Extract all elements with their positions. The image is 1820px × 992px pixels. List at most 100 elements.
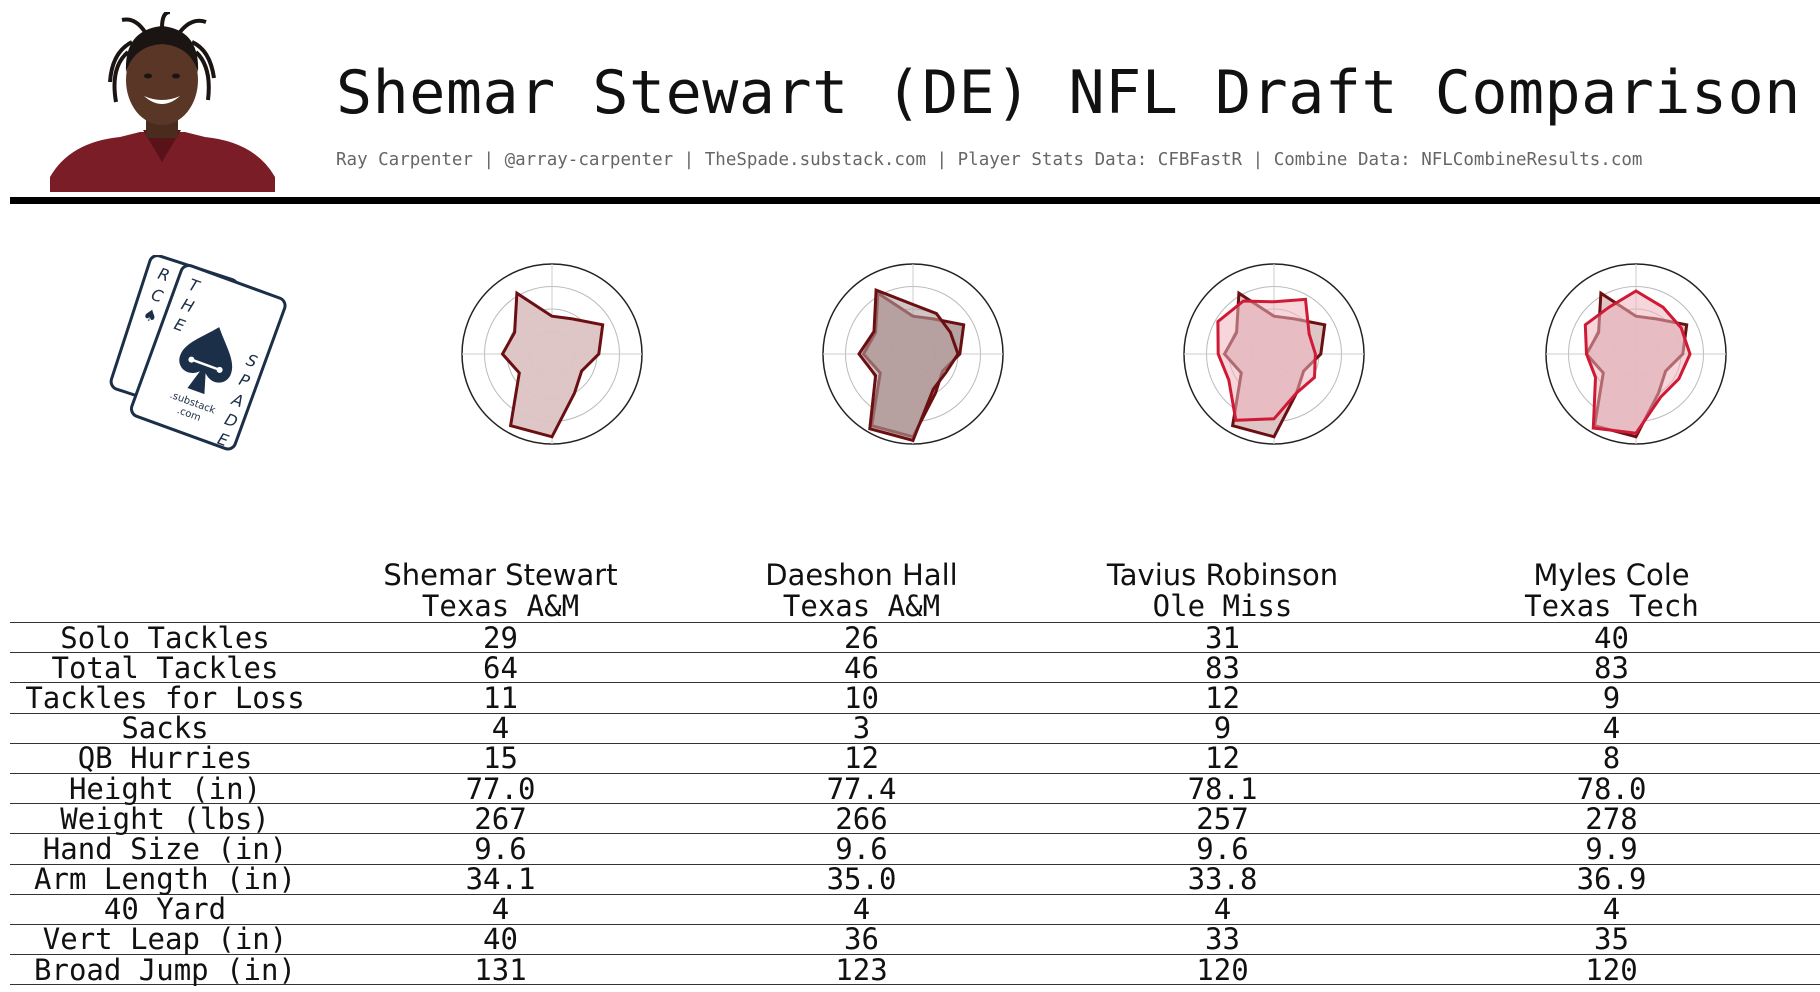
player-name: Daeshon Hall	[765, 558, 958, 592]
player-school: Texas Tech	[1524, 589, 1699, 623]
table-row: Sacks 4 3 9 4	[10, 711, 1820, 746]
stat-value: 4	[491, 892, 510, 927]
stat-value: 34.1	[465, 862, 536, 897]
stat-value: 10	[844, 680, 879, 715]
stat-value: 257	[1196, 801, 1249, 836]
radar-chart-hall	[818, 259, 1008, 449]
radar-chart-stewart	[457, 259, 647, 449]
the-spade-logo: R C ♠ T H E S P A D E .substack .com	[108, 254, 308, 455]
stat-value: 120	[1196, 952, 1249, 987]
stat-label: Hand Size (in)	[42, 831, 288, 866]
stat-value: 33.8	[1187, 862, 1258, 897]
stat-value: 64	[483, 650, 518, 685]
stat-label: Arm Length (in)	[34, 862, 296, 897]
stat-value: 15	[483, 741, 518, 776]
stat-label: QB Hurries	[77, 741, 253, 776]
stat-value: 77.0	[465, 771, 536, 806]
table-row: Total Tackles 64 46 83 83	[10, 653, 1820, 683]
comparison-table: Shemar Stewart Texas A&M Daeshon Hall Texa…	[10, 560, 1820, 985]
stat-value: 77.4	[826, 771, 897, 806]
stat-value: 36.9	[1576, 862, 1647, 897]
player-name: Myles Cole	[1533, 558, 1690, 592]
table-row: Tackles for Loss 11 10 12 9	[10, 680, 1820, 715]
stat-value: 9.9	[1585, 831, 1638, 866]
stat-value: 4	[1602, 892, 1621, 927]
stat-value: 11	[483, 680, 518, 715]
stat-value: 267	[474, 801, 527, 836]
table-row: Height (in) 77.0 77.4 78.1 78.0	[10, 771, 1820, 806]
stat-value: 4	[852, 892, 871, 927]
radar-series-comparison	[857, 287, 960, 443]
page-title: Shemar Stewart (DE) NFL Draft Comparison	[336, 58, 1801, 128]
corner-cell	[10, 560, 320, 623]
table-row: Hand Size (in) 9.6 9.6 9.6 9.9	[10, 834, 1820, 864]
table-row: Vert Leap (in) 40 36 33 35	[10, 922, 1820, 957]
stat-label: Solo Tackles	[60, 620, 270, 655]
table-row: Weight (lbs) 267 266 257 278	[10, 804, 1820, 834]
page-subtitle: Ray Carpenter | @array-carpenter | TheSp…	[336, 150, 1643, 170]
stat-value: 123	[835, 952, 888, 987]
stat-value: 36	[844, 922, 879, 957]
stat-value: 26	[844, 620, 879, 655]
stat-label: Weight (lbs)	[60, 801, 270, 836]
stat-value: 33	[1205, 922, 1240, 957]
stat-value: 40	[1594, 620, 1629, 655]
stat-value: 9	[1213, 711, 1232, 746]
stat-label: Broad Jump (in)	[34, 952, 296, 987]
stat-value: 8	[1602, 741, 1621, 776]
radar-chart-robinson	[1179, 259, 1369, 449]
stat-value: 4	[1602, 711, 1621, 746]
stat-value: 9.6	[474, 831, 527, 866]
player-headshot	[50, 12, 275, 192]
radar-series-comparison	[1216, 297, 1317, 422]
player-header: Shemar Stewart Texas A&M	[320, 560, 681, 623]
stat-value: 131	[474, 952, 527, 987]
stat-label: Sacks	[121, 711, 209, 746]
player-header: Tavius Robinson Ole Miss	[1042, 560, 1403, 623]
stat-value: 9.6	[1196, 831, 1249, 866]
stat-value: 278	[1585, 801, 1638, 836]
table-row: Solo Tackles 29 26 31 40	[10, 623, 1820, 653]
player-header: Myles Cole Texas Tech	[1403, 560, 1820, 623]
stat-value: 12	[1205, 741, 1240, 776]
logo-letter: ♠	[140, 304, 160, 327]
player-school: Ole Miss	[1152, 589, 1293, 623]
stat-value: 29	[483, 620, 518, 655]
stat-label: Vert Leap (in)	[42, 922, 288, 957]
logo-letter: D	[222, 409, 240, 431]
radar-chart-cole	[1541, 259, 1731, 449]
stat-value: 266	[835, 801, 888, 836]
stat-label: Height (in)	[68, 771, 262, 806]
player-school: Texas A&M	[421, 589, 580, 623]
stat-value: 4	[491, 711, 510, 746]
stat-value: 12	[1205, 680, 1240, 715]
radar-series-comparison	[1583, 289, 1692, 435]
stat-label: Tackles for Loss	[25, 680, 305, 715]
stat-label: 40 Yard	[103, 892, 227, 927]
player-name: Shemar Stewart	[383, 558, 618, 592]
stat-value: 83	[1594, 650, 1629, 685]
player-school: Texas A&M	[782, 589, 941, 623]
player-name: Tavius Robinson	[1106, 558, 1339, 592]
stat-value: 9	[1602, 680, 1621, 715]
stat-value: 83	[1205, 650, 1240, 685]
stat-value: 78.1	[1187, 771, 1258, 806]
table-row: Arm Length (in) 34.1 35.0 33.8 36.9	[10, 862, 1820, 897]
stat-value: 35.0	[826, 862, 897, 897]
header-divider	[10, 197, 1820, 204]
stat-value: 3	[852, 711, 871, 746]
stat-value: 40	[483, 922, 518, 957]
stat-value: 46	[844, 650, 879, 685]
stat-value: 9.6	[835, 831, 888, 866]
table-row: Broad Jump (in) 131 123 120 120	[10, 955, 1820, 985]
stat-value: 4	[1213, 892, 1232, 927]
stat-value: 120	[1585, 952, 1638, 987]
table-row: 40 Yard 4 4 4 4	[10, 892, 1820, 927]
stat-value: 12	[844, 741, 879, 776]
player-header: Daeshon Hall Texas A&M	[681, 560, 1042, 623]
stat-value: 35	[1594, 922, 1629, 957]
radar-series-subject	[500, 290, 605, 439]
stat-label: Total Tackles	[51, 650, 279, 685]
stat-value: 31	[1205, 620, 1240, 655]
table-row: QB Hurries 15 12 12 8	[10, 741, 1820, 776]
